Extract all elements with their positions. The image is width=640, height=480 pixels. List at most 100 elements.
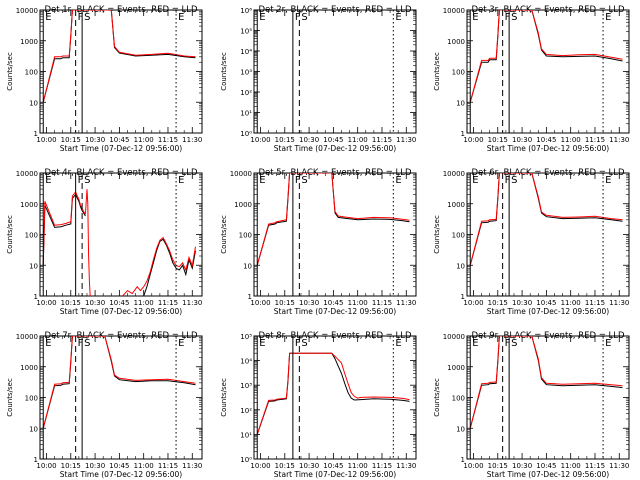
x-tick-label: 10:15 bbox=[275, 136, 295, 144]
plot-frame bbox=[39, 335, 203, 460]
x-tick-label: 11:15 bbox=[585, 299, 605, 307]
series-lld-line bbox=[122, 236, 196, 296]
y-tick-label: 10⁵ bbox=[240, 333, 252, 341]
panel-title: Det 6r, BLACK = Events, RED = LLD bbox=[471, 168, 625, 178]
x-tick-label: 11:30 bbox=[609, 136, 629, 144]
marker-label: F bbox=[295, 338, 301, 349]
y-tick-label: 10000 bbox=[443, 7, 465, 15]
y-tick-label: 1000 bbox=[447, 38, 465, 46]
y-tick-label: 10¹ bbox=[240, 110, 252, 118]
marker-label: S bbox=[511, 175, 517, 186]
x-tick-label: 10:15 bbox=[61, 299, 81, 307]
marker-label: F bbox=[505, 12, 511, 23]
y-tick-label: 10 bbox=[29, 99, 38, 107]
marker-label: E bbox=[472, 12, 478, 23]
detector-panel-2: Det 2r, BLACK = Events, RED = LLD 10⁰ 10¹ 1… bbox=[220, 5, 417, 153]
plot-frame bbox=[466, 9, 630, 134]
x-tick-label: 11:15 bbox=[158, 462, 178, 470]
plot-frame bbox=[39, 9, 203, 134]
panel-title: Det 3r, BLACK = Events, RED = LLD bbox=[471, 5, 625, 15]
plot-frame bbox=[253, 9, 417, 134]
series-lld-line bbox=[469, 10, 623, 103]
y-tick-label: 1000 bbox=[20, 38, 38, 46]
y-tick-label: 10 bbox=[456, 425, 465, 433]
marker-label: F bbox=[505, 338, 511, 349]
detector-panel-4: Det 4r, BLACK = Events, RED = LLD 1 10 100 1… bbox=[6, 168, 203, 316]
marker-label: E bbox=[259, 175, 265, 186]
detector-panel-9: Det 9r, BLACK = Events, RED = LLD 1 10 100 1… bbox=[433, 331, 630, 479]
series-events-line bbox=[42, 10, 196, 103]
y-tick-label: 10² bbox=[240, 89, 252, 97]
x-tick-label: 11:30 bbox=[396, 136, 416, 144]
marker-label: E bbox=[45, 338, 51, 349]
y-tick-label: 1000 bbox=[20, 201, 38, 209]
marker-label: S bbox=[84, 12, 90, 23]
y-tick-label: 10000 bbox=[443, 333, 465, 341]
x-tick-label: 10:15 bbox=[61, 462, 81, 470]
y-tick-label: 10 bbox=[29, 262, 38, 270]
y-tick-label: 10000 bbox=[16, 333, 38, 341]
marker-label: E bbox=[605, 175, 611, 186]
marker-label: S bbox=[511, 338, 517, 349]
x-tick-label: 11:15 bbox=[585, 462, 605, 470]
x-axis-label: Start Time (07-Dec-12 09:56:00) bbox=[60, 307, 182, 316]
series-lld-line bbox=[469, 336, 623, 429]
x-tick-label: 10:45 bbox=[109, 462, 129, 470]
plot-frame bbox=[253, 335, 417, 460]
x-tick-label: 11:30 bbox=[609, 299, 629, 307]
y-tick-label: 10000 bbox=[443, 170, 465, 178]
y-axis-label: Counts/sec bbox=[433, 378, 441, 417]
y-tick-label: 1 bbox=[34, 130, 38, 138]
x-tick-label: 10:45 bbox=[536, 462, 556, 470]
marker-label: E bbox=[472, 338, 478, 349]
marker-label: F bbox=[78, 338, 84, 349]
series-events-line bbox=[469, 10, 623, 103]
x-tick-label: 11:30 bbox=[182, 462, 202, 470]
x-tick-label: 10:15 bbox=[275, 462, 295, 470]
series-lld-line bbox=[256, 173, 410, 266]
x-tick-label: 11:00 bbox=[348, 136, 368, 144]
x-tick-label: 10:15 bbox=[275, 299, 295, 307]
y-tick-label: 1000 bbox=[20, 364, 38, 372]
x-tick-label: 10:00 bbox=[250, 299, 270, 307]
x-tick-label: 11:00 bbox=[134, 462, 154, 470]
x-tick-label: 11:30 bbox=[396, 462, 416, 470]
y-tick-label: 1 bbox=[461, 456, 465, 464]
x-tick-label: 10:15 bbox=[488, 299, 508, 307]
detector-panel-5: Det 5r, BLACK = Events, RED = LLD 1 10 100 1… bbox=[220, 168, 417, 316]
x-tick-label: 11:15 bbox=[585, 136, 605, 144]
series-events-line bbox=[469, 173, 623, 266]
marker-label: S bbox=[84, 175, 90, 186]
y-axis-label: Counts/sec bbox=[6, 378, 14, 417]
marker-label: F bbox=[295, 12, 301, 23]
x-axis-label: Start Time (07-Dec-12 09:56:00) bbox=[274, 144, 396, 153]
x-tick-label: 10:30 bbox=[299, 136, 319, 144]
y-tick-label: 1 bbox=[34, 293, 38, 301]
marker-label: E bbox=[178, 175, 184, 186]
panel-title: Det 2r, BLACK = Events, RED = LLD bbox=[258, 5, 412, 15]
x-tick-label: 10:00 bbox=[463, 462, 483, 470]
y-axis-label: Counts/sec bbox=[6, 52, 14, 91]
x-tick-label: 10:45 bbox=[536, 299, 556, 307]
marker-label: E bbox=[45, 175, 51, 186]
y-tick-label: 1000 bbox=[447, 364, 465, 372]
x-tick-label: 11:15 bbox=[372, 299, 392, 307]
plot-frame bbox=[39, 172, 203, 297]
x-tick-label: 11:30 bbox=[182, 136, 202, 144]
series-events-line bbox=[256, 173, 410, 266]
series-lld-line bbox=[256, 352, 410, 435]
x-tick-label: 10:00 bbox=[250, 136, 270, 144]
y-tick-label: 100 bbox=[25, 232, 38, 240]
y-tick-label: 10⁴ bbox=[240, 358, 252, 366]
marker-label: E bbox=[178, 12, 184, 23]
y-tick-label: 10000 bbox=[16, 170, 38, 178]
y-tick-label: 10¹ bbox=[240, 431, 252, 439]
x-tick-label: 11:00 bbox=[561, 299, 581, 307]
y-tick-label: 1000 bbox=[234, 201, 252, 209]
marker-label: S bbox=[301, 338, 307, 349]
panel-title: Det 8r, BLACK = Events, RED = LLD bbox=[258, 331, 412, 341]
x-tick-label: 10:00 bbox=[250, 462, 270, 470]
y-axis-label: Counts/sec bbox=[220, 215, 228, 254]
y-tick-label: 1 bbox=[461, 293, 465, 301]
